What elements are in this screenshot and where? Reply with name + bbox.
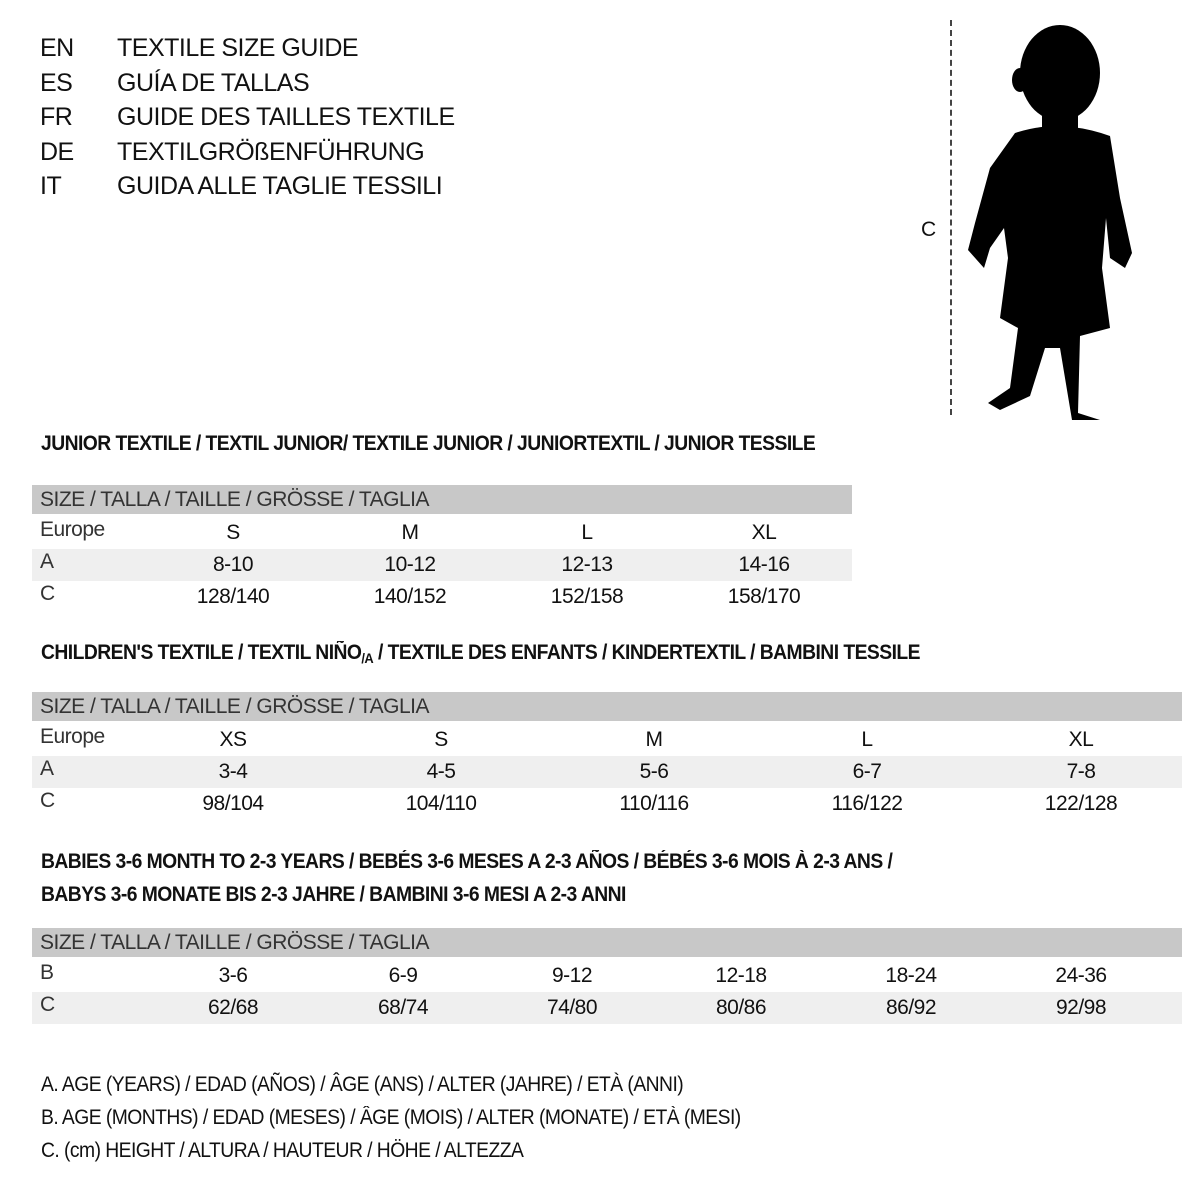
- children-title-rest: / TEXTILE DES ENFANTS / KINDERTEXTIL / B…: [373, 641, 921, 664]
- table-cell: L: [861, 728, 873, 751]
- table-cell: 3-6: [218, 964, 248, 987]
- row-label: C: [40, 789, 55, 812]
- table-cell: XL: [751, 521, 777, 544]
- table-row: Europe XS S M L XL: [32, 724, 1182, 756]
- row-label: C: [40, 993, 55, 1016]
- children-title-sub: /A: [361, 650, 374, 666]
- table-cell: 86/92: [885, 996, 937, 1019]
- language-title: GUIDA ALLE TAGLIE TESSILI: [117, 172, 443, 200]
- table-cell: 12-18: [715, 964, 767, 987]
- babies-title-line1: BABIES 3-6 MONTH TO 2-3 YEARS / BEBÉS 3-…: [41, 850, 893, 873]
- language-code: IT: [40, 172, 62, 200]
- table-cell: 110/116: [619, 792, 689, 815]
- language-title: TEXTILGRÖßENFÜHRUNG: [117, 137, 425, 166]
- children-title-main: CHILDREN'S TEXTILE / TEXTIL NIÑO: [41, 641, 362, 664]
- table-row: A 8-10 10-12 12-13 14-16: [32, 549, 852, 581]
- table-cell: 9-12: [551, 964, 593, 987]
- table-cell: 158/170: [727, 585, 801, 608]
- table-cell: 116/122: [831, 792, 903, 815]
- babies-size-table: SIZE / TALLA / TAILLE / GRÖSSE / TAGLIA B…: [32, 928, 1182, 1024]
- table-cell: 68/74: [377, 996, 429, 1019]
- table-cell: XL: [1068, 728, 1094, 751]
- table-cell: 6-7: [852, 760, 882, 783]
- table-cell: 74/80: [546, 996, 598, 1019]
- table-row: Europe S M L XL: [32, 517, 852, 549]
- legend-b: B. AGE (MONTHS) / EDAD (MESES) / ÂGE (MO…: [41, 1106, 741, 1129]
- language-title: TEXTILE SIZE GUIDE: [117, 34, 359, 62]
- table-cell: 98/104: [202, 792, 264, 815]
- legend-c: C. (cm) HEIGHT / ALTURA / HAUTEUR / HÖHE…: [41, 1139, 524, 1162]
- child-silhouette-icon: [968, 25, 1132, 420]
- table-row: C 128/140 140/152 152/158 158/170: [32, 581, 852, 613]
- table-cell: M: [645, 728, 664, 751]
- row-label: A: [40, 757, 54, 780]
- junior-title: JUNIOR TEXTILE / TEXTIL JUNIOR/ TEXTILE …: [41, 432, 816, 455]
- table-cell: 7-8: [1066, 760, 1096, 783]
- table-cell: 3-4: [218, 760, 248, 783]
- row-label: B: [40, 961, 54, 984]
- table-row: A 3-4 4-5 5-6 6-7 7-8: [32, 756, 1182, 788]
- children-title: CHILDREN'S TEXTILE / TEXTIL NIÑO/A / TEX…: [41, 641, 921, 666]
- table-cell: 12-13: [561, 553, 613, 576]
- height-dashed-line: [950, 20, 952, 415]
- table-cell: 4-5: [426, 760, 456, 783]
- table-cell: 152/158: [550, 585, 624, 608]
- table-cell: XS: [219, 728, 247, 751]
- table-cell: S: [226, 521, 240, 544]
- row-label: Europe: [40, 725, 105, 748]
- table-cell: 80/86: [715, 996, 767, 1019]
- language-code: ES: [40, 68, 73, 97]
- table-cell: 8-10: [212, 553, 254, 576]
- language-code: EN: [40, 34, 74, 62]
- size-header-bar: SIZE / TALLA / TAILLE / GRÖSSE / TAGLIA: [32, 692, 1182, 721]
- table-cell: 5-6: [639, 760, 669, 783]
- table-cell: 6-9: [388, 964, 418, 987]
- table-cell: 62/68: [207, 996, 259, 1019]
- language-code: FR: [40, 103, 73, 131]
- table-cell: 104/110: [405, 792, 477, 815]
- children-size-table: SIZE / TALLA / TAILLE / GRÖSSE / TAGLIA E…: [32, 692, 1182, 820]
- row-label: Europe: [40, 518, 105, 541]
- table-cell: 128/140: [196, 585, 270, 608]
- table-cell: 140/152: [373, 585, 447, 608]
- size-header-bar: SIZE / TALLA / TAILLE / GRÖSSE / TAGLIA: [32, 485, 852, 514]
- table-cell: 92/98: [1055, 996, 1107, 1019]
- table-cell: 122/128: [1044, 792, 1118, 815]
- legend-a: A. AGE (YEARS) / EDAD (AÑOS) / ÂGE (ANS)…: [41, 1073, 684, 1096]
- table-row: C 98/104 104/110 110/116 116/122 122/128: [32, 788, 1182, 820]
- table-row: C 62/68 68/74 74/80 80/86 86/92 92/98: [32, 992, 1182, 1024]
- language-code: DE: [40, 137, 74, 166]
- language-title: GUIDE DES TAILLES TEXTILE: [117, 103, 455, 131]
- table-cell: L: [581, 521, 593, 544]
- table-row: B 3-6 6-9 9-12 12-18 18-24 24-36: [32, 960, 1182, 992]
- size-header-bar: SIZE / TALLA / TAILLE / GRÖSSE / TAGLIA: [32, 928, 1182, 957]
- table-cell: 10-12: [384, 553, 436, 576]
- language-title: GUÍA DE TALLAS: [117, 68, 310, 97]
- row-label: A: [40, 550, 54, 573]
- table-cell: 18-24: [885, 964, 937, 987]
- babies-title-line2: BABYS 3-6 MONATE BIS 2-3 JAHRE / BAMBINI…: [41, 883, 626, 906]
- table-cell: 14-16: [738, 553, 790, 576]
- junior-size-table: SIZE / TALLA / TAILLE / GRÖSSE / TAGLIA E…: [32, 485, 852, 613]
- table-cell: M: [401, 521, 420, 544]
- table-cell: S: [434, 728, 448, 751]
- height-label: C: [921, 218, 937, 241]
- row-label: C: [40, 582, 55, 605]
- table-cell: 24-36: [1055, 964, 1107, 987]
